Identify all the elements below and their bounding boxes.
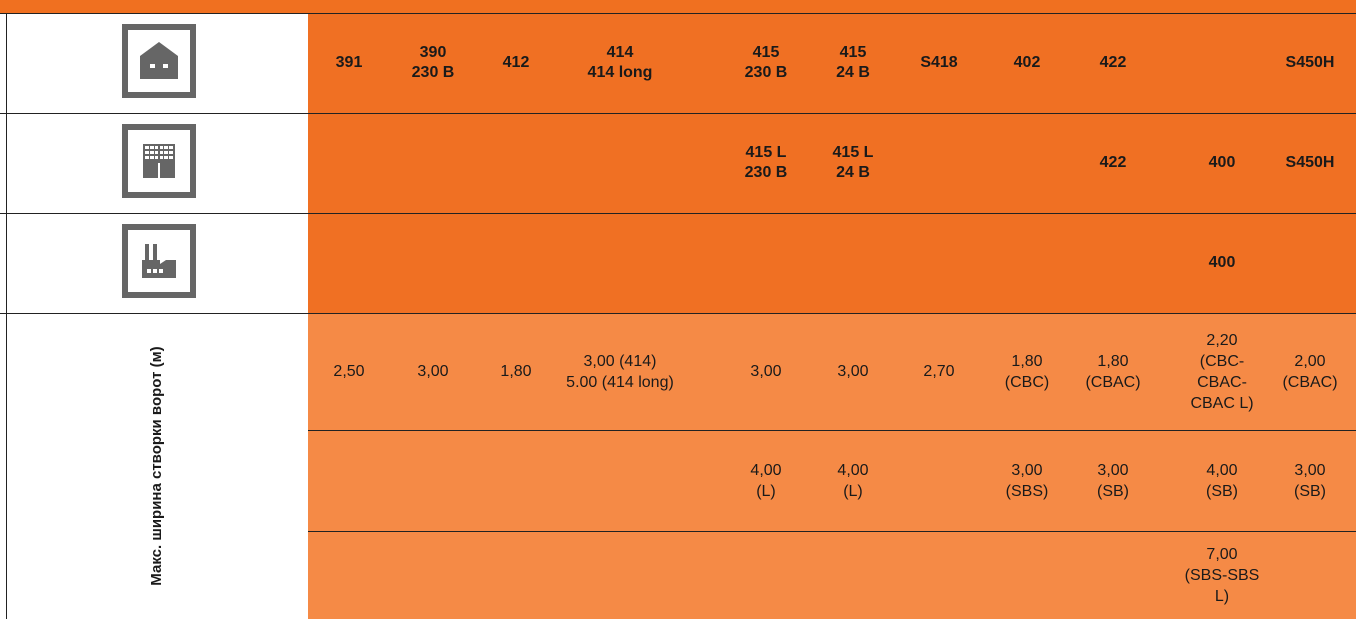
rule-row1 <box>0 113 1356 114</box>
residential-model-cell: 422 <box>1099 154 1127 171</box>
width-value-cell: 2,20 (CBC- CBAC- CBAC L) <box>1190 331 1254 412</box>
home-model-cell: 390 230 В <box>411 44 455 81</box>
width-value-cell: 3,00 <box>750 363 782 380</box>
width-value-cell: 2,00 (CBAC) <box>1282 352 1338 391</box>
width-value-cell: 1,80 <box>500 363 532 380</box>
width-value-cell: 3,00 (SB) <box>1294 461 1326 500</box>
width-value-cell: 3,00 (SBS) <box>1005 461 1049 500</box>
width-value-cell: 2,50 <box>333 363 365 380</box>
home-model-cell: 415 230 В <box>744 44 788 81</box>
width-value-cell: 1,80 (CBC) <box>1004 352 1050 391</box>
house-icon <box>122 24 196 98</box>
rule-data1 <box>308 430 1356 431</box>
rule-top <box>0 13 1356 14</box>
width-value-cell: 1,80 (CBAC) <box>1085 352 1141 391</box>
home-model-cell: 412 <box>502 54 530 71</box>
rule-row2 <box>0 213 1356 214</box>
width-value-cell: 4,00 (L) <box>837 461 869 500</box>
rule-row3 <box>0 313 1356 314</box>
width-value-cell: 3,00 <box>837 363 869 380</box>
width-value-cell: 2,70 <box>923 363 955 380</box>
left-border <box>6 13 7 619</box>
home-model-cell: S418 <box>920 54 958 71</box>
width-value-cell: 7,00 (SBS-SBS L) <box>1184 545 1260 605</box>
header-band <box>308 13 1356 313</box>
home-model-cell: S450H <box>1285 54 1335 71</box>
industrial-model-cell: 400 <box>1208 254 1236 271</box>
residential-model-cell: 415 L 24 В <box>832 144 874 181</box>
width-value-cell: 4,00 (L) <box>750 461 782 500</box>
width-value-cell: 3,00 (SB) <box>1097 461 1129 500</box>
home-model-cell: 402 <box>1013 54 1041 71</box>
width-value-cell: 4,00 (SB) <box>1206 461 1238 500</box>
residential-model-cell: S450H <box>1285 154 1335 171</box>
max-gate-width-label: Макс. ширина створки ворот (м) <box>148 346 165 586</box>
factory-icon <box>122 224 196 298</box>
residential-model-cell: 400 <box>1208 154 1236 171</box>
home-model-cell: 391 <box>335 54 363 71</box>
apartment-building-icon <box>122 124 196 198</box>
home-model-cell: 414 414 long <box>587 44 653 81</box>
home-model-cell: 415 24 В <box>836 44 870 81</box>
data-band <box>308 313 1356 619</box>
residential-model-cell: 415 L 230 В <box>744 144 788 181</box>
home-model-cell: 422 <box>1099 54 1127 71</box>
top-strip <box>0 0 1356 13</box>
width-value-cell: 3,00 (414) 5.00 (414 long) <box>566 352 674 391</box>
rule-data2 <box>308 531 1356 532</box>
width-value-cell: 3,00 <box>417 363 449 380</box>
